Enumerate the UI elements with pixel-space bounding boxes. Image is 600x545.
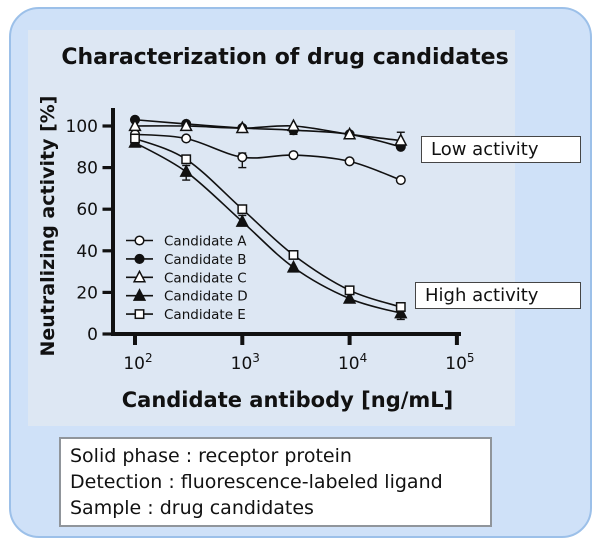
y-axis-label: Neutralizing activity [%] [37, 95, 59, 357]
high-activity-label: High activity [415, 282, 581, 309]
x-axis-label: Candidate antibody [ng/mL] [121, 388, 454, 412]
assay-info-box: Solid phase : receptor protein Detection… [59, 437, 492, 527]
info-line-sample: Sample : drug candidates [70, 497, 314, 519]
chart-title: Characterization of drug candidates [61, 45, 509, 70]
info-line-detection: Detection : fluorescence-labeled ligand [70, 471, 443, 493]
high-activity-text: High activity [425, 285, 539, 306]
info-line-solid-phase: Solid phase : receptor protein [70, 445, 352, 467]
chart-panel [28, 30, 515, 426]
low-activity-text: Low activity [431, 139, 539, 160]
low-activity-label: Low activity [421, 136, 581, 163]
